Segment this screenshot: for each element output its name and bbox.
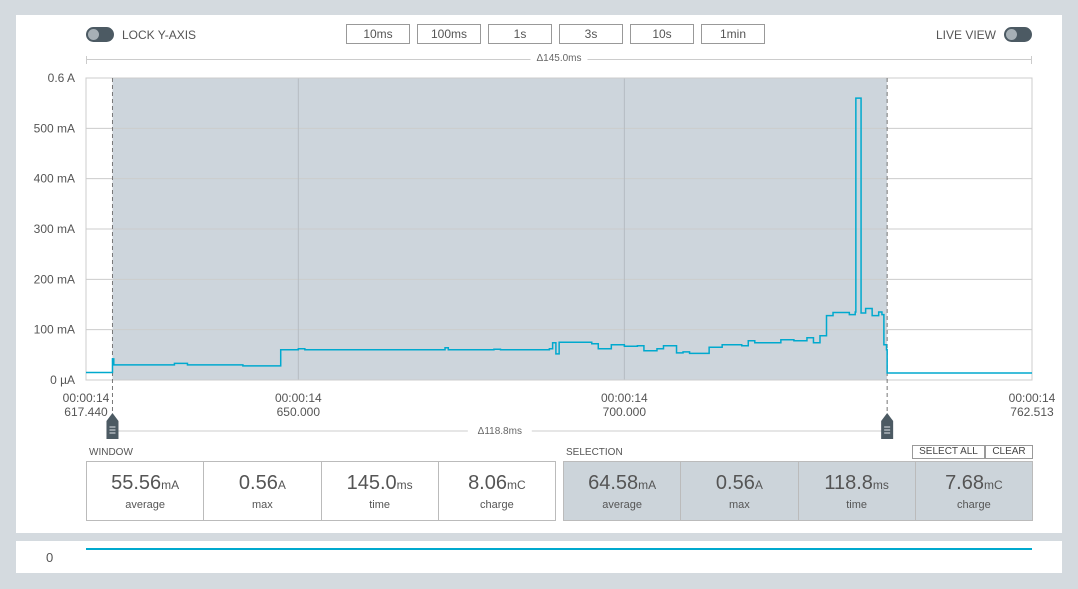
window-stats: 55.56mA average 0.56A max 145.0ms time 8… xyxy=(86,461,556,521)
selection-stats: 64.58mA average 0.56A max 118.8ms time 7… xyxy=(563,461,1033,521)
window-average-value: 55.56 xyxy=(111,472,162,494)
x-tick-ms: 617.440 xyxy=(64,405,108,419)
zoom-1min-button[interactable]: 1min xyxy=(701,24,765,44)
selection-charge-unit: mC xyxy=(984,478,1003,492)
window-delta-label: Δ145.0ms xyxy=(530,53,588,64)
selection-charge-stat: 7.68mC charge xyxy=(916,462,1032,520)
window-title: WINDOW xyxy=(89,447,133,458)
window-delta-indicator: Δ145.0ms xyxy=(86,53,1032,65)
window-max-value: 0.56 xyxy=(238,472,278,494)
x-tick-time: 00:00:14 xyxy=(63,391,110,405)
zoom-100ms-button[interactable]: 100ms xyxy=(417,24,481,44)
selection-max-unit: A xyxy=(754,478,763,492)
window-average-label: average xyxy=(125,499,165,511)
selection-max-value: 0.56 xyxy=(715,472,755,494)
window-average-unit: mA xyxy=(161,478,180,492)
window-charge-label: charge xyxy=(480,499,514,511)
current-series-line xyxy=(86,97,1032,374)
zoom-1s-button[interactable]: 1s xyxy=(488,24,552,44)
window-charge-unit: mC xyxy=(507,478,526,492)
lock-y-axis-toggle[interactable] xyxy=(86,27,114,42)
y-tick-label: 0 µA xyxy=(50,373,75,387)
x-tick-time: 00:00:14 xyxy=(1009,391,1056,405)
live-view-label: LIVE VIEW xyxy=(935,27,996,42)
selection-max-label: max xyxy=(728,499,750,511)
lock-y-axis-control[interactable]: LOCK Y-AXIS xyxy=(86,27,196,42)
x-tick-ms: 650.000 xyxy=(277,405,321,419)
zoom-buttons: 10ms 100ms 1s 3s 10s 1min xyxy=(346,24,772,44)
x-tick-time: 00:00:14 xyxy=(601,391,648,405)
y-tick-label: 200 mA xyxy=(34,272,75,286)
x-tick-time: 00:00:14 xyxy=(275,391,322,405)
window-time-value: 145.0 xyxy=(346,472,397,494)
y-axis-ticks: 0.6 A 500 mA 400 mA 300 mA 200 mA 100 mA 0 µA xyxy=(34,71,75,387)
zoom-3s-button[interactable]: 3s xyxy=(559,24,623,44)
selection-delta-bg xyxy=(467,424,532,438)
selection-left-handle[interactable] xyxy=(106,413,119,439)
selection-average-unit: mA xyxy=(638,478,657,492)
y-tick-label: 400 mA xyxy=(34,172,75,186)
selection-average-stat: 64.58mA average xyxy=(564,462,682,520)
window-charge-stat: 8.06mC charge xyxy=(439,462,555,520)
minimap-panel[interactable]: 0 xyxy=(16,541,1062,573)
handle-body xyxy=(881,413,894,439)
selection-delta-label: Δ118.8ms xyxy=(478,426,522,437)
window-time-label: time xyxy=(369,499,391,511)
selection-max-stat: 0.56A max xyxy=(681,462,799,520)
minimap-line xyxy=(86,548,1032,550)
window-max-unit: A xyxy=(277,478,286,492)
x-tick-ms: 700.000 xyxy=(603,405,647,419)
selection-time-value: 118.8 xyxy=(824,472,873,494)
select-all-button[interactable]: SELECT ALL xyxy=(912,445,985,459)
selection-time-label: time xyxy=(846,499,868,511)
window-charge-value: 8.06 xyxy=(468,472,507,494)
window-time-stat: 145.0ms time xyxy=(322,462,439,520)
clear-button[interactable]: CLEAR xyxy=(985,445,1033,459)
selection-charge-value: 7.68 xyxy=(945,472,984,494)
live-view-control[interactable]: LIVE VIEW xyxy=(936,27,1032,42)
chart-panel: LOCK Y-AXIS 10ms 100ms 1s 3s 10s 1min LI… xyxy=(16,15,1062,533)
selection-average-label: average xyxy=(602,499,642,511)
selection-time-stat: 118.8ms time xyxy=(799,462,916,520)
y-tick-label: 100 mA xyxy=(34,323,75,337)
y-tick-label: 0.6 A xyxy=(48,71,75,85)
selection-average-value: 64.58 xyxy=(588,472,639,494)
x-tick-ms: 762.513 xyxy=(1010,405,1054,419)
selection-time-unit: ms xyxy=(872,478,889,492)
selection-right-handle[interactable] xyxy=(881,413,894,439)
y-tick-label: 300 mA xyxy=(34,222,75,236)
window-max-label: max xyxy=(251,499,273,511)
zoom-10s-button[interactable]: 10s xyxy=(630,24,694,44)
handle-body xyxy=(106,413,119,439)
selection-title: SELECTION xyxy=(566,447,623,458)
minimap-label: 0 xyxy=(46,550,54,565)
live-view-toggle[interactable] xyxy=(1004,27,1032,42)
lock-y-axis-label: LOCK Y-AXIS xyxy=(122,27,197,42)
selection-charge-label: charge xyxy=(957,499,991,511)
window-time-unit: ms xyxy=(396,478,413,492)
vertical-grid xyxy=(297,78,625,380)
zoom-10ms-button[interactable]: 10ms xyxy=(346,24,410,44)
y-tick-label: 500 mA xyxy=(34,121,75,135)
x-axis-ticks: 00:00:14617.44000:00:14650.00000:00:1470… xyxy=(63,391,1056,419)
window-average-stat: 55.56mA average xyxy=(87,462,205,520)
window-max-stat: 0.56A max xyxy=(204,462,322,520)
plot-border xyxy=(85,77,1033,381)
